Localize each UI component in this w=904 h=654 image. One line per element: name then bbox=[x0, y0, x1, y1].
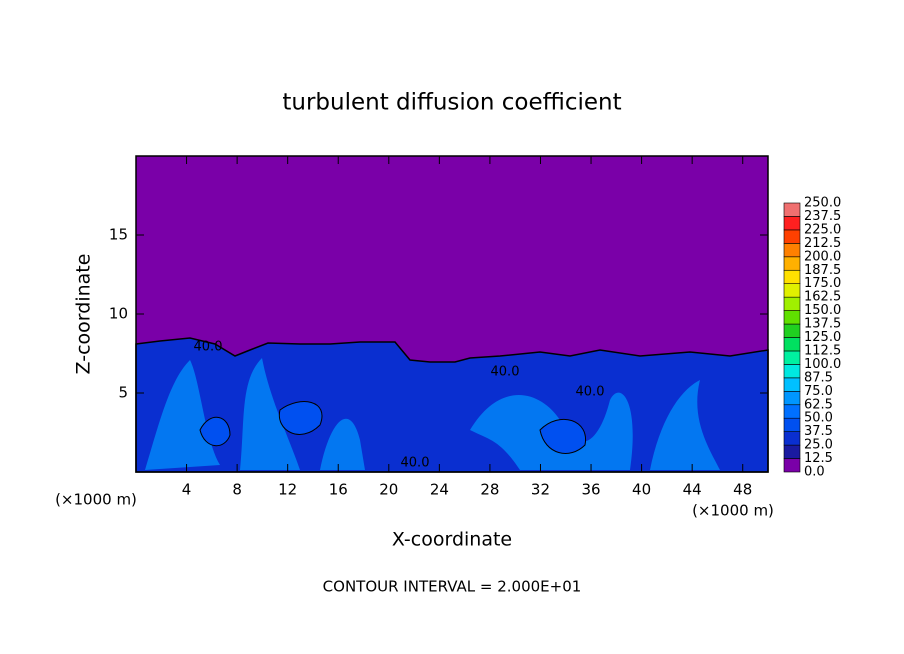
colorbar-label: 150.0 bbox=[804, 303, 841, 318]
colorbar-swatch bbox=[783, 323, 801, 338]
colorbar-swatch bbox=[783, 229, 801, 244]
colorbar-swatch bbox=[783, 417, 801, 432]
eddy-core bbox=[199, 401, 586, 454]
colorbar-label: 0.0 bbox=[804, 465, 825, 480]
colorbar-swatch bbox=[783, 216, 801, 231]
x-tick-label: 44 bbox=[683, 481, 702, 499]
x-unit: (×1000 m) bbox=[55, 491, 137, 509]
plot-area: 40.0 40.0 40.0 40.0 bbox=[135, 155, 769, 473]
x-tick-label: 36 bbox=[581, 481, 600, 499]
colorbar-label: 25.0 bbox=[804, 438, 833, 453]
colorbar-label: 75.0 bbox=[804, 384, 833, 399]
x-tick-label: 4 bbox=[182, 481, 192, 499]
colorbar-swatch bbox=[783, 283, 801, 298]
colorbar-swatch bbox=[783, 444, 801, 459]
colorbar-label: 175.0 bbox=[804, 276, 841, 291]
y-tick-label: 10 bbox=[109, 305, 128, 323]
colorbar-swatch bbox=[783, 310, 801, 325]
colorbar-label: 62.5 bbox=[804, 397, 833, 412]
y-tick-label: 15 bbox=[109, 226, 128, 244]
x-tick-label: 12 bbox=[278, 481, 297, 499]
colorbar-swatch bbox=[783, 390, 801, 406]
footnote: CONTOUR INTERVAL = 2.000E+01 bbox=[323, 578, 582, 596]
colorbar-label: 200.0 bbox=[804, 249, 841, 264]
colorbar-swatch bbox=[783, 404, 801, 419]
colorbar-label: 125.0 bbox=[804, 330, 841, 345]
y-axis-label: Z-coordinate bbox=[73, 254, 95, 375]
colorbar-label: 87.5 bbox=[804, 370, 833, 385]
colorbar-label: 37.5 bbox=[804, 424, 833, 439]
y-unit: (×1000 m) bbox=[692, 502, 774, 520]
colorbar-label: 225.0 bbox=[804, 222, 841, 237]
y-tick-label: 5 bbox=[118, 384, 128, 402]
colorbar-swatch bbox=[783, 296, 801, 311]
x-axis-label: X-coordinate bbox=[392, 529, 512, 551]
colorbar-label: 250.0 bbox=[804, 196, 841, 211]
contour-label: 40.0 bbox=[491, 365, 520, 380]
x-tick-label: 16 bbox=[329, 481, 348, 499]
x-tick-label: 48 bbox=[733, 481, 752, 499]
contour-label: 40.0 bbox=[401, 456, 430, 471]
colorbar-label: 187.5 bbox=[804, 263, 841, 278]
chart-title: turbulent diffusion coefficient bbox=[282, 90, 621, 116]
x-tick-label: 20 bbox=[379, 481, 398, 499]
colorbar-label: 212.5 bbox=[804, 236, 841, 251]
colorbar-swatch bbox=[783, 458, 801, 473]
colorbar-swatch bbox=[783, 364, 801, 379]
colorbar-label: 112.5 bbox=[804, 343, 841, 358]
colorbar-label: 12.5 bbox=[804, 451, 833, 466]
colorbar-swatch bbox=[783, 350, 801, 365]
colorbar-swatch bbox=[783, 269, 801, 284]
colorbar-label: 100.0 bbox=[804, 357, 841, 372]
contour-label: 40.0 bbox=[576, 385, 605, 400]
colorbar-swatch bbox=[783, 243, 801, 258]
colorbar-label: 50.0 bbox=[804, 411, 833, 426]
colorbar-swatch bbox=[783, 337, 801, 352]
x-tick-label: 8 bbox=[232, 481, 242, 499]
colorbar-label: 137.5 bbox=[804, 317, 841, 332]
colorbar-swatch bbox=[783, 431, 801, 446]
colorbar-swatch bbox=[783, 377, 801, 392]
colorbar-label: 237.5 bbox=[804, 209, 841, 224]
colorbar-swatch bbox=[783, 256, 801, 271]
colorbar-swatch bbox=[783, 202, 801, 217]
contour-label: 40.0 bbox=[194, 340, 223, 355]
x-tick-label: 28 bbox=[480, 481, 499, 499]
x-tick-label: 24 bbox=[430, 481, 449, 499]
x-tick-label: 32 bbox=[531, 481, 550, 499]
colorbar-label: 162.5 bbox=[804, 290, 841, 305]
x-tick-label: 40 bbox=[632, 481, 651, 499]
